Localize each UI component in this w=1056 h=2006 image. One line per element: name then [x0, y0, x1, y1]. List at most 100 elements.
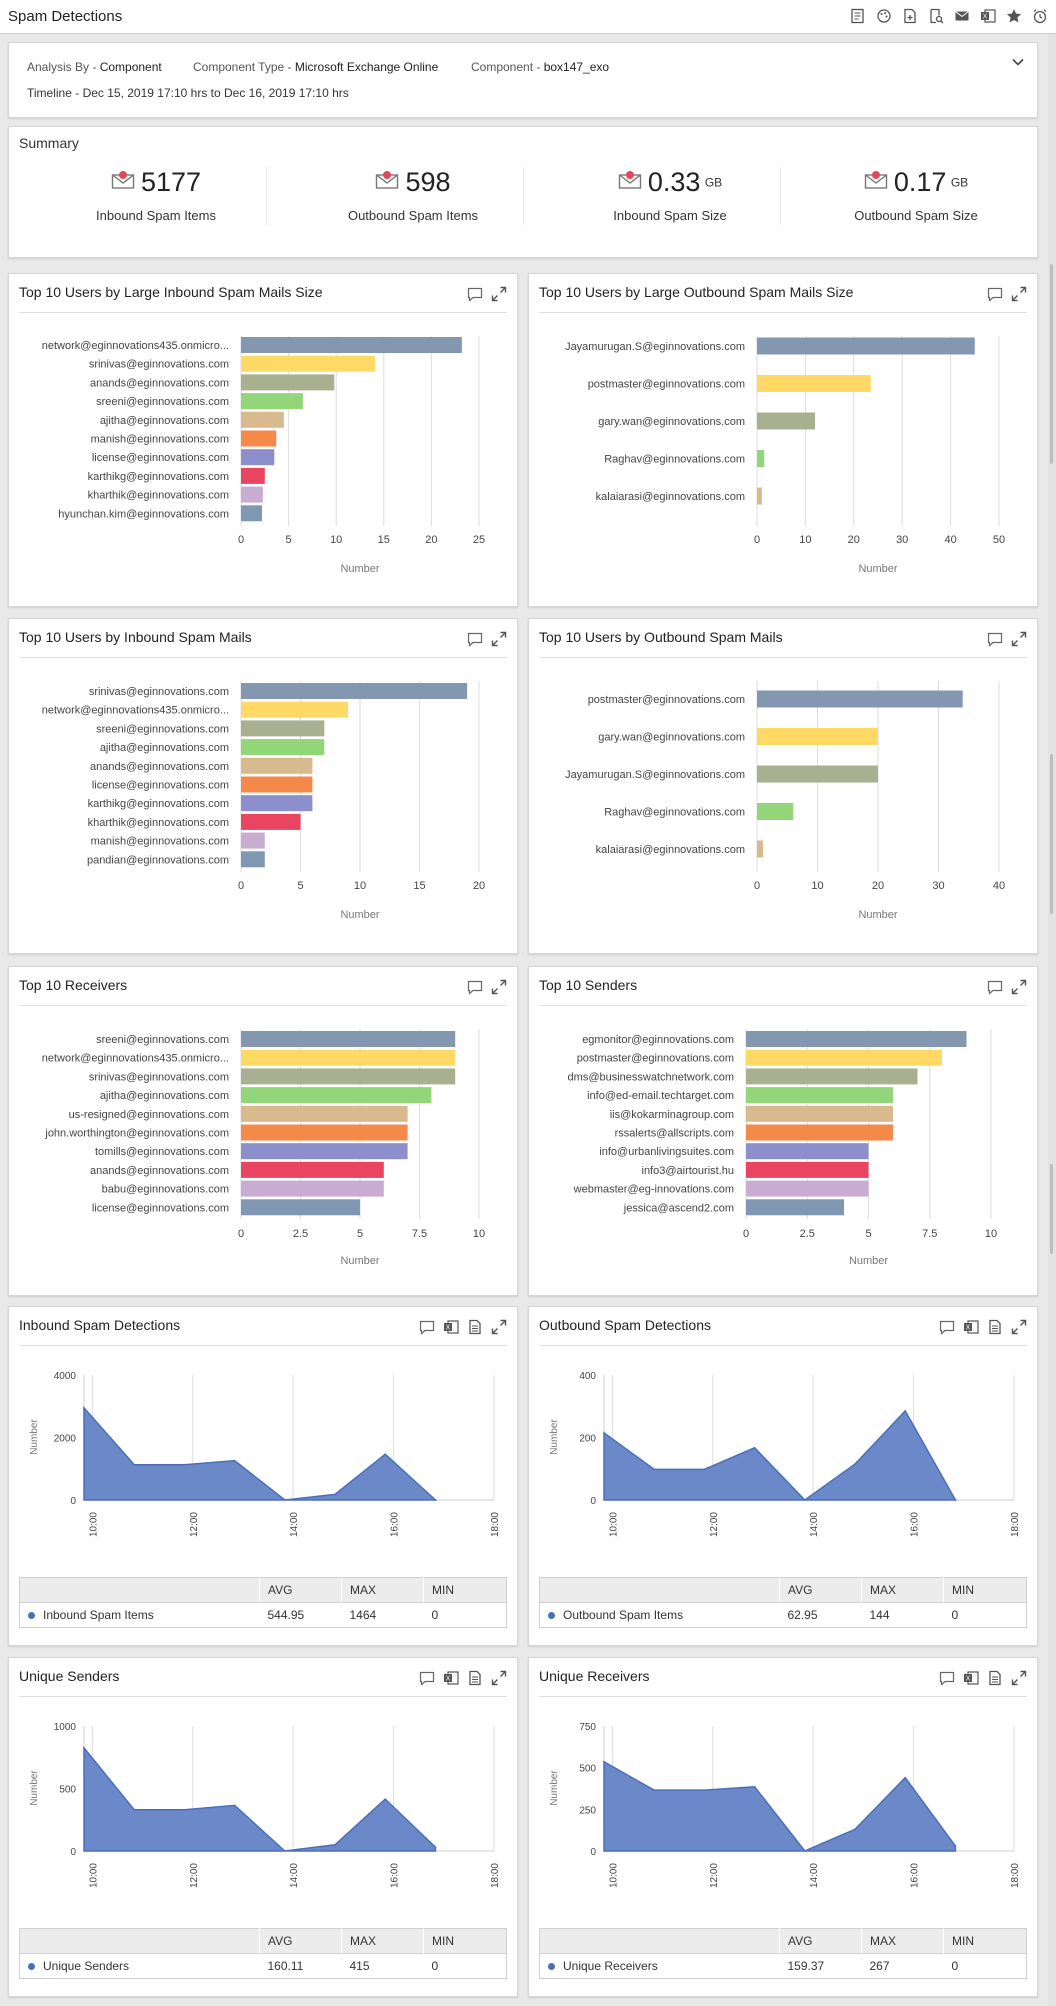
- expand-icon[interactable]: [491, 979, 507, 995]
- expand-icon[interactable]: [1011, 1319, 1027, 1335]
- star-icon[interactable]: [1005, 7, 1022, 24]
- stats-header-row: AVG MAX MIN: [19, 1928, 507, 1954]
- panel-toolbar: [987, 979, 1027, 995]
- stats-header-avg: AVG: [259, 1928, 342, 1954]
- comment-icon[interactable]: [467, 631, 483, 647]
- add-document-icon[interactable]: [901, 7, 918, 24]
- page-scrollbar[interactable]: [1048, 34, 1056, 2006]
- expand-icon[interactable]: [1011, 979, 1027, 995]
- data-point: [83, 1407, 85, 1409]
- data-point: [233, 1804, 236, 1807]
- comment-icon[interactable]: [939, 1319, 955, 1335]
- category-label: network@eginnovations435.onmicro...: [42, 1053, 229, 1065]
- stats-max: 1464: [341, 1602, 424, 1628]
- stats-avg: 544.95: [259, 1602, 342, 1628]
- x-tick-label: 10: [354, 880, 366, 892]
- metric-unit: GB: [704, 175, 723, 190]
- expand-icon[interactable]: [491, 286, 507, 302]
- expand-icon[interactable]: [491, 1670, 507, 1686]
- document-icon[interactable]: [987, 1670, 1003, 1686]
- excel-icon[interactable]: X: [443, 1670, 459, 1686]
- x-tick-label: 20: [473, 880, 485, 892]
- document-icon[interactable]: [467, 1670, 483, 1686]
- excel-icon[interactable]: X: [443, 1319, 459, 1335]
- chevron-down-icon[interactable]: [1011, 55, 1025, 74]
- x-tick-label: 15: [378, 534, 390, 546]
- comment-icon[interactable]: [939, 1670, 955, 1686]
- comment-icon[interactable]: [467, 979, 483, 995]
- data-point: [753, 1447, 756, 1449]
- category-label: pandian@eginnovations.com: [87, 854, 229, 866]
- y-axis-label: Number: [29, 1770, 40, 1806]
- panel-top-outbound-size: Top 10 Users by Large Outbound Spam Mail…: [528, 273, 1038, 607]
- stats-header-row: AVG MAX MIN: [19, 1577, 507, 1603]
- comment-icon[interactable]: [987, 286, 1003, 302]
- data-point: [284, 1850, 286, 1852]
- report-icon[interactable]: [849, 7, 866, 24]
- panel-outbound-spam-detections: Outbound Spam Detections X 10:00 12:00 14:…: [528, 1306, 1038, 1646]
- bar: [241, 795, 313, 812]
- stats-min: 0: [423, 1602, 507, 1628]
- bar: [746, 1143, 869, 1160]
- palette-icon[interactable]: [875, 7, 892, 24]
- document-icon[interactable]: [467, 1319, 483, 1335]
- scrollbar-thumb-secondary[interactable]: [1050, 754, 1053, 914]
- x-tick-label: 12:00: [709, 1512, 720, 1537]
- y-tick-label: 500: [59, 1785, 76, 1796]
- category-label: anands@eginnovations.com: [90, 1165, 229, 1177]
- stats-series-name: Inbound Spam Items: [43, 1608, 154, 1622]
- expand-icon[interactable]: [1011, 286, 1027, 302]
- alarm-icon[interactable]: [1031, 7, 1048, 24]
- excel-icon[interactable]: X: [963, 1670, 979, 1686]
- bar: [757, 728, 878, 745]
- expand-icon[interactable]: [491, 1319, 507, 1335]
- comment-icon[interactable]: [419, 1670, 435, 1686]
- bar: [757, 337, 975, 355]
- bar: [241, 505, 262, 522]
- panel-toolbar: [467, 631, 507, 647]
- comment-icon[interactable]: [987, 631, 1003, 647]
- hbar-chart: 0 5 10 15 20 srinivas@eginnovations.com networ…: [42, 681, 485, 921]
- data-point: [284, 1499, 286, 1501]
- x-tick-label: 0: [238, 1228, 244, 1240]
- y-tick-label: 4000: [54, 1371, 77, 1382]
- data-point: [603, 1761, 605, 1763]
- data-point: [133, 1808, 136, 1811]
- expand-icon[interactable]: [491, 631, 507, 647]
- category-label: network@eginnovations435.onmicro...: [42, 705, 229, 717]
- comment-icon[interactable]: [419, 1319, 435, 1335]
- y-axis-label: Number: [29, 1419, 40, 1455]
- comment-icon[interactable]: [987, 979, 1003, 995]
- y-tick-label: 400: [579, 1371, 596, 1382]
- expand-icon[interactable]: [1011, 631, 1027, 647]
- scrollbar-thumb-tertiary[interactable]: [1050, 1164, 1053, 1254]
- expand-icon[interactable]: [1011, 1670, 1027, 1686]
- excel-icon[interactable]: X: [979, 7, 996, 24]
- excel-icon[interactable]: X: [963, 1319, 979, 1335]
- filter-panel: Analysis By - Component Component Type -…: [8, 42, 1038, 118]
- category-label: karthikg@eginnovations.com: [88, 798, 229, 810]
- x-tick-label: 20: [848, 534, 860, 546]
- x-tick-label: 16:00: [910, 1863, 921, 1888]
- stats-header-avg: AVG: [779, 1928, 862, 1954]
- x-tick-label: 40: [993, 880, 1005, 892]
- metric-label: Outbound Spam Items: [347, 208, 479, 223]
- y-axis-label: Number: [549, 1419, 560, 1455]
- document-icon[interactable]: [987, 1319, 1003, 1335]
- panel-toolbar: X: [939, 1319, 1027, 1335]
- hbar-chart: 0 5 10 15 20 25 network@eginnovations435.onmic…: [42, 336, 485, 575]
- stats-series-cell: Outbound Spam Items: [539, 1602, 780, 1628]
- stats-header-row: AVG MAX MIN: [539, 1577, 1027, 1603]
- stats-avg: 62.95: [779, 1602, 862, 1628]
- search-document-icon[interactable]: [927, 7, 944, 24]
- category-label: sreeni@eginnovations.com: [96, 723, 229, 735]
- scrollbar-thumb[interactable]: [1050, 264, 1053, 464]
- x-tick-label: 2.5: [293, 1228, 308, 1240]
- data-point: [954, 1845, 957, 1847]
- mail-icon[interactable]: [953, 7, 970, 24]
- x-tick-label: 12:00: [189, 1863, 200, 1888]
- x-tick-label: 25: [473, 534, 485, 546]
- panel-divider: [539, 1005, 1027, 1006]
- x-tick-label: 16:00: [390, 1512, 401, 1537]
- comment-icon[interactable]: [467, 286, 483, 302]
